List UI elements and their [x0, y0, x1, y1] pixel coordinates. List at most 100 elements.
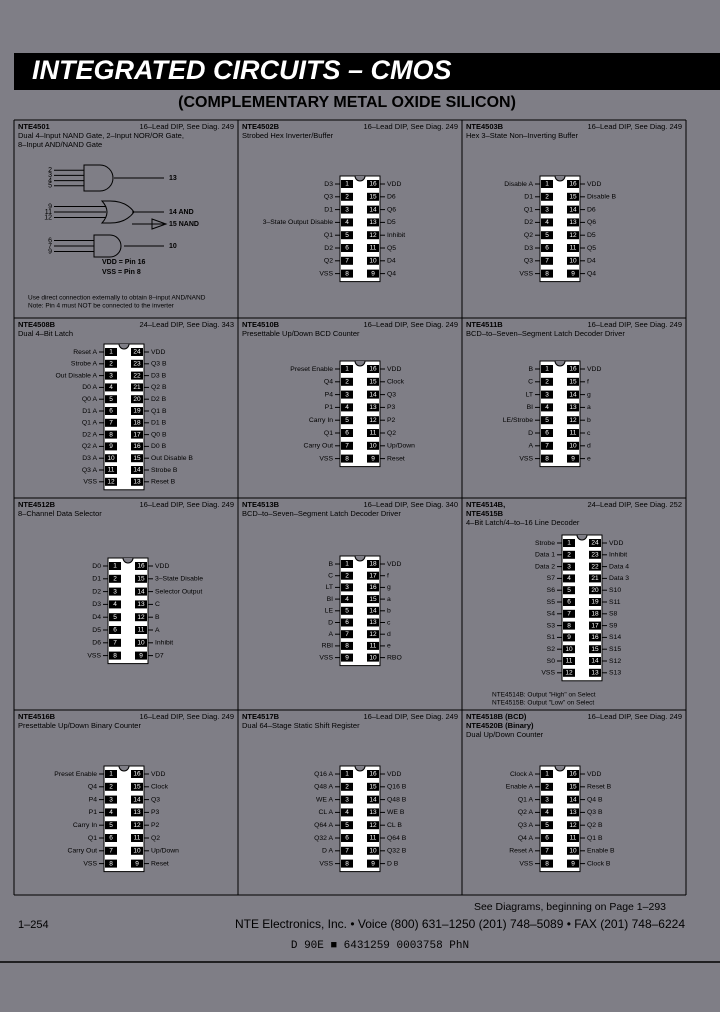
pin-number: 5: [545, 232, 549, 239]
description: Hex 3–State Non–Inverting Buffer: [466, 131, 579, 140]
pin-label: Q0 A: [82, 396, 98, 403]
chip-notch: [118, 343, 130, 350]
pin-box: [567, 231, 579, 240]
pin-number: 6: [545, 835, 549, 842]
pin-box: [109, 626, 121, 634]
pin-label: C: [528, 379, 533, 386]
pin-box: [563, 586, 575, 595]
pin-number: 5: [567, 587, 571, 594]
pin-box: [367, 403, 379, 412]
pin-label: Q16 B: [387, 784, 407, 791]
pin-number: 8: [545, 860, 549, 867]
pin-number: 16: [137, 563, 145, 570]
pin-number: 16: [133, 443, 141, 450]
pin-number: 9: [371, 270, 375, 277]
pin-label: WE B: [387, 809, 405, 816]
pin-label: D7: [155, 652, 164, 659]
pin-number: 8: [545, 455, 549, 462]
pin-box: [341, 821, 353, 830]
pin-box: [367, 244, 379, 252]
pin-number: 16: [569, 366, 577, 373]
pin-number: 13: [569, 219, 577, 226]
pin-number: 4: [109, 809, 113, 816]
pin-label: BI: [327, 596, 334, 603]
pin-box: [341, 859, 353, 868]
pin-box: [567, 244, 579, 252]
package: 16–Lead DIP, See Diag. 249: [363, 712, 458, 721]
part-number: NTE4503B: [466, 122, 504, 131]
pin-number: 15: [569, 784, 577, 791]
pin-number: 13: [591, 670, 599, 677]
pin-label: Q6: [587, 219, 596, 226]
pin-box: [341, 192, 353, 201]
output-pin: 15 NAND: [169, 221, 199, 228]
pin-box: [131, 770, 143, 778]
pin-box: [131, 821, 143, 830]
pin-box: [589, 562, 601, 571]
pin-label: LE/Strobe: [503, 417, 533, 424]
pin-box: [367, 859, 379, 868]
pin-label: RBO: [387, 654, 402, 661]
chip-notch: [354, 555, 366, 562]
pin-box: [563, 633, 575, 642]
pin-number: 1: [345, 771, 349, 778]
pin-label: Out Disable A: [55, 372, 97, 379]
header-band: [14, 53, 720, 90]
pin-label: d: [587, 443, 591, 450]
pin-label: b: [387, 608, 391, 615]
pin-box: [367, 630, 379, 639]
pin-label: VSS: [87, 652, 101, 659]
pin-number: 15: [137, 576, 145, 583]
pin-number: 14: [133, 467, 141, 474]
pin-box: [589, 668, 601, 677]
scan-code: D 90E ■ 6431259 0003758 PhN: [291, 940, 469, 952]
pin-box: [341, 618, 353, 627]
pin-label: VSS: [541, 670, 555, 677]
pin-label: Carry Out: [304, 443, 334, 450]
pin-label: P3: [151, 809, 160, 816]
pin-number: 3: [545, 206, 549, 213]
pin-label: g: [387, 584, 391, 591]
page-subtitle: (COMPLEMENTARY METAL OXIDE SILICON): [178, 94, 516, 111]
pin-number: 15: [369, 379, 377, 386]
input-pin: 6: [48, 237, 52, 244]
pin-number: 3: [345, 206, 349, 213]
pin-number: 1: [345, 366, 349, 373]
pin-box: [541, 377, 553, 386]
pin-number: 5: [345, 608, 349, 615]
pin-box: [105, 834, 117, 842]
pin-number: 8: [109, 860, 113, 867]
pin-number: 10: [569, 258, 577, 265]
pin-number: 12: [137, 614, 145, 621]
pin-number: 6: [345, 619, 349, 626]
pin-label: Reset: [387, 455, 405, 462]
pin-label: D2: [324, 245, 333, 252]
pin-label: Clock: [151, 784, 169, 791]
pin-number: 6: [113, 627, 117, 634]
pin-box: [131, 808, 143, 817]
pin-box: [341, 782, 353, 791]
pin-label: D3 A: [82, 455, 97, 462]
pin-box: [341, 377, 353, 386]
pin-number: 2: [567, 552, 571, 559]
description: BCD–to–Seven–Segment Latch Decoder Drive…: [466, 329, 625, 338]
pin-box: [105, 442, 117, 451]
pin-number: 4: [345, 219, 349, 226]
pin-label: c: [587, 430, 591, 437]
package: 24–Lead DIP, See Diag. 252: [587, 500, 682, 509]
pin-number: 2: [345, 572, 349, 579]
pin-box: [341, 846, 353, 855]
description: Strobed Hex Inverter/Buffer: [242, 131, 334, 140]
chip-notch: [554, 765, 566, 772]
pin-number: 2: [345, 784, 349, 791]
pin-label: f: [387, 572, 389, 579]
pin-label: D1 B: [151, 420, 167, 427]
pin-box: [341, 231, 353, 240]
pin-box: [367, 641, 379, 650]
pin-box: [105, 808, 117, 817]
pin-number: 7: [545, 258, 549, 265]
pin-number: 12: [565, 670, 573, 677]
pin-number: 14: [569, 796, 577, 803]
pin-box: [131, 383, 143, 392]
pin-box: [541, 429, 553, 437]
